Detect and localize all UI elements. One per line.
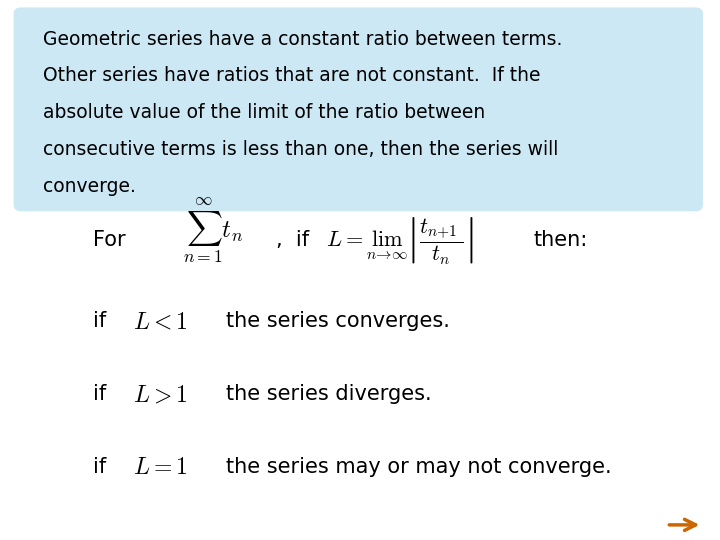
- Text: if: if: [93, 457, 107, 477]
- Text: the series converges.: the series converges.: [226, 311, 449, 332]
- Text: $L = 1$: $L = 1$: [132, 455, 187, 479]
- Text: if: if: [93, 384, 107, 404]
- FancyBboxPatch shape: [14, 8, 702, 211]
- Text: absolute value of the limit of the ratio between: absolute value of the limit of the ratio…: [43, 103, 485, 122]
- Text: ,  if: , if: [276, 230, 309, 251]
- Text: converge.: converge.: [43, 177, 136, 195]
- Text: Other series have ratios that are not constant.  If the: Other series have ratios that are not co…: [43, 66, 541, 85]
- Text: $\sum_{n=1}^{\infty} t_n$: $\sum_{n=1}^{\infty} t_n$: [183, 196, 243, 266]
- Text: $L < 1$: $L < 1$: [132, 309, 187, 333]
- Text: $L > 1$: $L > 1$: [132, 382, 187, 406]
- Text: For: For: [93, 230, 126, 251]
- Text: consecutive terms is less than one, then the series will: consecutive terms is less than one, then…: [43, 140, 559, 159]
- Text: Geometric series have a constant ratio between terms.: Geometric series have a constant ratio b…: [43, 30, 562, 49]
- Text: the series diverges.: the series diverges.: [226, 384, 431, 404]
- Text: if: if: [93, 311, 107, 332]
- Text: $L = \lim_{n \to \infty} \left| \dfrac{t_{n+1}}{t_n} \right|$: $L = \lim_{n \to \infty} \left| \dfrac{t…: [326, 215, 474, 266]
- Text: then:: then:: [534, 230, 588, 251]
- Text: the series may or may not converge.: the series may or may not converge.: [226, 457, 611, 477]
